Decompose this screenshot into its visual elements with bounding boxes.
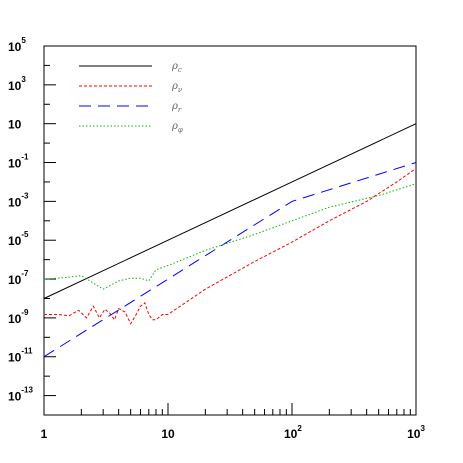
y-tick-label: 10-7 (8, 269, 29, 287)
x-tick-label: 1 (41, 427, 48, 441)
y-tick-labels: 105 103 10 10-1 10-3 10-5 10-7 10-9 10-11 10-13 (8, 36, 33, 404)
y-tick-label: 10 (8, 118, 22, 132)
series-line (43, 183, 417, 290)
axis-ticks (43, 45, 417, 416)
plot-frame (43, 45, 417, 416)
x-tick-label: 103 (407, 424, 425, 441)
y-tick-label: 10-5 (8, 230, 29, 248)
x-tick-label: 102 (284, 424, 302, 441)
x-tick-labels: 1 10 102 103 (41, 424, 426, 441)
y-tick-label: 103 (8, 75, 26, 93)
series-line (43, 162, 417, 358)
legend-label: ρr (171, 101, 182, 114)
x-tick-label: 10 (161, 427, 175, 441)
legend: ρc ρν ρr ρφ (79, 61, 183, 134)
series-lines (43, 123, 417, 358)
y-tick-label: 10-13 (8, 386, 33, 404)
y-tick-label: 10-11 (8, 347, 33, 365)
legend-label: ρν (171, 81, 183, 94)
series-line (43, 123, 417, 299)
y-tick-label: 10-3 (8, 191, 29, 209)
y-tick-label: 105 (8, 36, 26, 54)
series-line (44, 167, 417, 325)
legend-label: ρc (171, 61, 182, 74)
legend-label: ρφ (171, 121, 183, 134)
y-tick-label: 10-9 (8, 308, 29, 326)
y-tick-label: 10-1 (8, 153, 29, 171)
